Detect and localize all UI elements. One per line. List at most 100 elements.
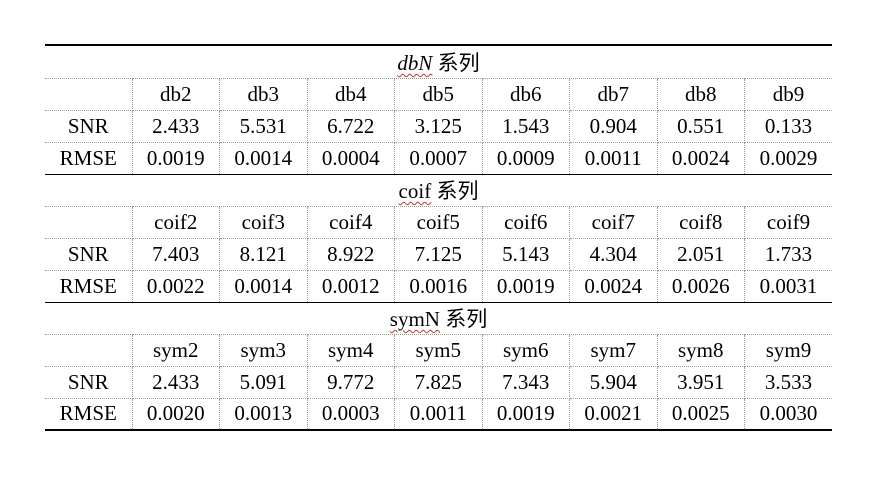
group-title-suffix: 系列: [437, 50, 480, 75]
wavelet-header-cell: sym7: [569, 334, 658, 367]
value-cell: 5.143: [482, 238, 570, 271]
value-cell: 0.0012: [307, 270, 395, 303]
wavelet-header-cell: sym9: [744, 334, 832, 367]
table-row: SNR 7.403 8.121 8.922 7.125 5.143 4.304 2.051 1.…: [45, 238, 832, 271]
value-cell: 0.0025: [657, 398, 745, 431]
group-title-row: symN 系列: [45, 301, 832, 335]
group-title: coif 系列: [45, 173, 832, 207]
row-label: SNR: [45, 110, 133, 143]
wavelet-header-cell: coif5: [394, 206, 483, 239]
value-cell: 0.0019: [482, 398, 570, 431]
wavelet-header-cell: sym5: [394, 334, 483, 367]
empty-corner-cell: [45, 206, 133, 239]
wavelet-header-cell: coif3: [219, 206, 308, 239]
value-cell: 6.722: [307, 110, 395, 143]
row-label: RMSE: [45, 398, 133, 431]
group-title: dbN 系列: [45, 46, 832, 79]
wavelet-header-cell: coif9: [744, 206, 832, 239]
value-cell: 4.304: [569, 238, 658, 271]
value-cell: 0.0011: [569, 142, 658, 175]
value-cell: 0.0020: [132, 398, 220, 431]
group-title-name: coif: [398, 179, 432, 203]
wavelet-header-cell: coif2: [132, 206, 220, 239]
value-cell: 5.904: [569, 366, 658, 399]
value-cell: 5.531: [219, 110, 308, 143]
row-label: RMSE: [45, 270, 133, 303]
value-cell: 3.951: [657, 366, 745, 399]
value-cell: 3.125: [394, 110, 483, 143]
wavelet-header-cell: db7: [569, 78, 658, 111]
group-title: symN 系列: [45, 301, 832, 335]
wavelet-header-cell: sym4: [307, 334, 395, 367]
value-cell: 2.433: [132, 110, 220, 143]
header-row: coif2 coif3 coif4 coif5 coif6 coif7 coif8 coif9: [45, 206, 832, 239]
wavelet-header-cell: coif6: [482, 206, 570, 239]
table-row: RMSE 0.0019 0.0014 0.0004 0.0007 0.0009 0.0011…: [45, 142, 832, 175]
value-cell: 0.0014: [219, 270, 308, 303]
row-label: RMSE: [45, 142, 133, 175]
group-title-name: symN: [389, 307, 440, 331]
row-label: SNR: [45, 366, 133, 399]
value-cell: 5.091: [219, 366, 308, 399]
value-cell: 0.0030: [744, 398, 832, 431]
value-cell: 0.133: [744, 110, 832, 143]
value-cell: 1.543: [482, 110, 570, 143]
value-cell: 0.0024: [657, 142, 745, 175]
value-cell: 0.0024: [569, 270, 658, 303]
value-cell: 7.343: [482, 366, 570, 399]
table-row: SNR 2.433 5.531 6.722 3.125 1.543 0.904 0.551 0.…: [45, 110, 832, 143]
value-cell: 0.904: [569, 110, 658, 143]
group-title-row: coif 系列: [45, 173, 832, 207]
value-cell: 9.772: [307, 366, 395, 399]
value-cell: 0.0031: [744, 270, 832, 303]
value-cell: 2.433: [132, 366, 220, 399]
value-cell: 0.0026: [657, 270, 745, 303]
value-cell: 0.0013: [219, 398, 308, 431]
row-label: SNR: [45, 238, 133, 271]
group-title-name: dbN: [397, 50, 433, 75]
wavelet-header-cell: sym3: [219, 334, 308, 367]
wavelet-header-cell: db3: [219, 78, 308, 111]
value-cell: 8.121: [219, 238, 308, 271]
value-cell: 2.051: [657, 238, 745, 271]
value-cell: 3.533: [744, 366, 832, 399]
value-cell: 0.0016: [394, 270, 483, 303]
value-cell: 0.0019: [132, 142, 220, 175]
wavelet-header-cell: db9: [744, 78, 832, 111]
value-cell: 0.0019: [482, 270, 570, 303]
empty-corner-cell: [45, 334, 133, 367]
wavelet-header-cell: db4: [307, 78, 395, 111]
wavelet-header-cell: db6: [482, 78, 570, 111]
empty-corner-cell: [45, 78, 133, 111]
header-row: sym2 sym3 sym4 sym5 sym6 sym7 sym8 sym9: [45, 334, 832, 367]
value-cell: 0.0009: [482, 142, 570, 175]
value-cell: 0.0029: [744, 142, 832, 175]
header-row: db2 db3 db4 db5 db6 db7 db8 db9: [45, 78, 832, 111]
wavelet-header-cell: coif4: [307, 206, 395, 239]
group-title-suffix: 系列: [436, 179, 479, 203]
wavelet-header-cell: coif7: [569, 206, 658, 239]
group-title-row: dbN 系列: [45, 46, 832, 79]
table-row: RMSE 0.0022 0.0014 0.0012 0.0016 0.0019 0.0024…: [45, 270, 832, 303]
wavelet-header-cell: db8: [657, 78, 745, 111]
table-row: RMSE 0.0020 0.0013 0.0003 0.0011 0.0019 0.0021…: [45, 398, 832, 431]
value-cell: 7.825: [394, 366, 483, 399]
value-cell: 0.0011: [394, 398, 483, 431]
wavelet-header-cell: coif8: [657, 206, 745, 239]
value-cell: 0.0014: [219, 142, 308, 175]
value-cell: 0.0004: [307, 142, 395, 175]
wavelet-header-cell: sym6: [482, 334, 570, 367]
value-cell: 0.551: [657, 110, 745, 143]
wavelet-results-table: dbN 系列 db2 db3 db4 db5 db6 db7 db8 db9 SNR 2.433 5.…: [45, 46, 832, 431]
wavelet-header-cell: sym8: [657, 334, 745, 367]
value-cell: 0.0021: [569, 398, 658, 431]
group-title-suffix: 系列: [445, 307, 488, 331]
value-cell: 7.403: [132, 238, 220, 271]
wavelet-header-cell: sym2: [132, 334, 220, 367]
value-cell: 8.922: [307, 238, 395, 271]
results-table-container: dbN 系列 db2 db3 db4 db5 db6 db7 db8 db9 SNR 2.433 5.…: [45, 44, 832, 431]
value-cell: 7.125: [394, 238, 483, 271]
value-cell: 0.0007: [394, 142, 483, 175]
value-cell: 1.733: [744, 238, 832, 271]
value-cell: 0.0022: [132, 270, 220, 303]
